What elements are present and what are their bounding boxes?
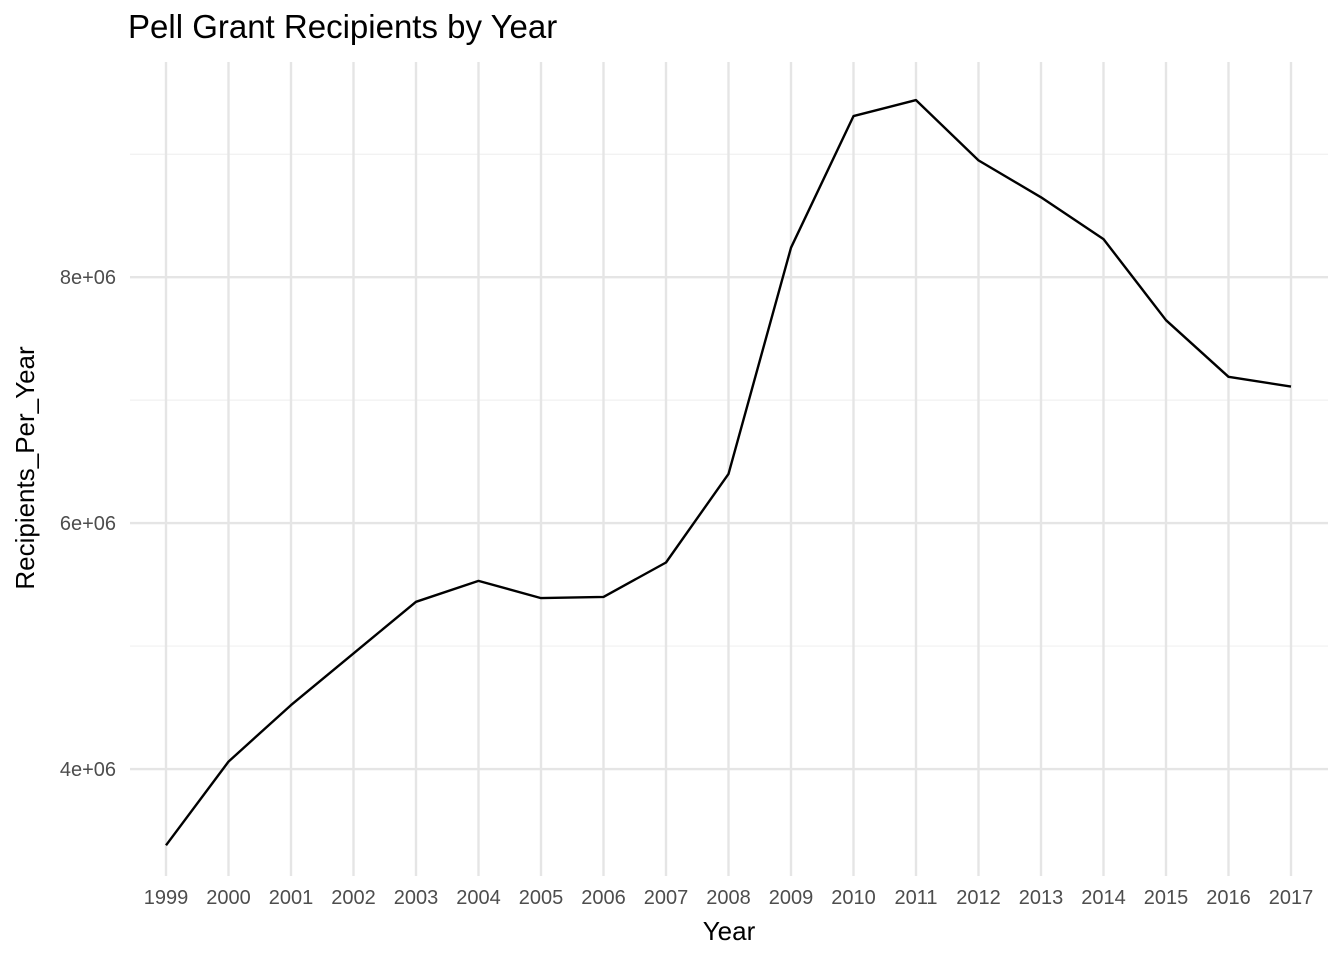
x-tick-label: 2004 xyxy=(456,887,501,909)
x-tick-label: 2006 xyxy=(581,887,626,909)
x-tick-label: 2016 xyxy=(1206,887,1251,909)
x-axis-title: Year xyxy=(703,916,756,946)
x-tick-label: 2009 xyxy=(769,887,814,909)
x-tick-label: 2000 xyxy=(206,887,251,909)
y-tick-labels: 4e+06 6e+06 8e+06 xyxy=(60,267,116,781)
x-tick-label: 2002 xyxy=(331,887,376,909)
x-tick-labels: 1999 2000 2001 2002 2003 2004 2005 2006 2007 2008… xyxy=(144,887,1314,909)
x-tick-label: 2012 xyxy=(956,887,1001,909)
x-tick-label: 2014 xyxy=(1081,887,1126,909)
chart-title: Pell Grant Recipients by Year xyxy=(128,8,558,45)
x-tick-label: 2010 xyxy=(831,887,876,909)
x-tick-label: 2013 xyxy=(1019,887,1064,909)
series-line xyxy=(165,98,1292,847)
x-gridlines xyxy=(164,62,1293,876)
x-tick-label: 2008 xyxy=(706,887,751,909)
x-tick-label: 2001 xyxy=(269,887,314,909)
x-tick-label: 2007 xyxy=(644,887,689,909)
x-tick-label: 2011 xyxy=(894,887,937,909)
y-tick-label: 6e+06 xyxy=(60,513,116,535)
x-tick-label: 2003 xyxy=(394,887,439,909)
y-axis-title: Recipients_Per_Year xyxy=(10,346,40,590)
x-tick-label: 1999 xyxy=(144,887,189,909)
y-tick-label: 4e+06 xyxy=(60,759,116,781)
x-tick-label: 2017 xyxy=(1269,887,1314,909)
x-tick-label: 2005 xyxy=(519,887,564,909)
x-tick-label: 2015 xyxy=(1144,887,1189,909)
y-tick-label: 8e+06 xyxy=(60,267,116,289)
